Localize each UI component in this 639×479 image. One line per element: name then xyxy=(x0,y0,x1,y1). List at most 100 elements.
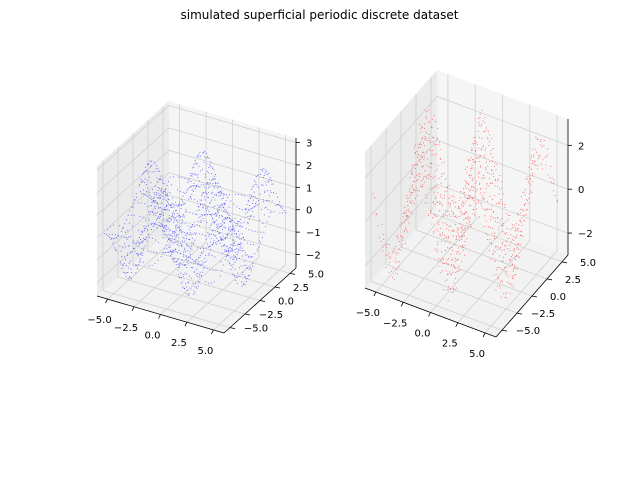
data-point xyxy=(381,224,383,226)
data-point xyxy=(157,193,159,195)
grid-line-y xyxy=(415,93,548,280)
data-point xyxy=(217,227,219,230)
data-point xyxy=(205,254,207,256)
data-point xyxy=(523,204,526,207)
data-point xyxy=(499,175,501,177)
data-point xyxy=(504,266,506,268)
data-point xyxy=(164,230,166,233)
data-point xyxy=(231,248,233,250)
data-point xyxy=(262,177,265,179)
data-point xyxy=(535,136,537,138)
data-point xyxy=(410,211,412,213)
y-tick-label: −5.0 xyxy=(244,324,268,335)
data-point xyxy=(263,174,265,176)
grid-line-x xyxy=(375,74,449,293)
data-point xyxy=(451,200,453,202)
data-point xyxy=(493,165,496,167)
data-point xyxy=(244,252,247,254)
data-point xyxy=(264,172,266,174)
data-point xyxy=(238,234,240,236)
data-point xyxy=(157,189,159,191)
data-point xyxy=(457,258,459,261)
data-point xyxy=(170,216,173,218)
data-point xyxy=(246,242,248,244)
data-point xyxy=(173,241,175,243)
data-point xyxy=(501,260,503,262)
data-point xyxy=(137,255,139,257)
y-tick xyxy=(501,329,508,332)
data-point xyxy=(151,198,153,201)
data-point xyxy=(211,166,213,168)
data-point xyxy=(186,232,189,234)
data-point xyxy=(466,166,468,168)
data-point xyxy=(215,184,217,187)
data-point xyxy=(147,187,149,189)
data-point xyxy=(434,248,436,250)
data-point xyxy=(212,221,214,223)
data-point xyxy=(417,189,419,191)
data-point xyxy=(242,226,244,228)
data-point xyxy=(463,195,465,197)
data-point xyxy=(524,220,526,222)
data-point xyxy=(530,178,532,180)
data-point xyxy=(142,261,144,263)
data-point xyxy=(413,189,415,191)
data-point xyxy=(212,213,214,215)
data-point xyxy=(235,232,237,234)
data-point xyxy=(405,209,407,211)
data-point xyxy=(505,253,507,255)
data-point xyxy=(490,153,492,155)
data-point xyxy=(452,271,454,273)
data-point xyxy=(209,268,211,271)
data-point xyxy=(139,258,141,260)
data-point xyxy=(213,239,215,241)
data-point xyxy=(235,223,237,225)
data-point xyxy=(497,180,499,182)
data-point xyxy=(207,232,209,234)
data-point xyxy=(151,171,153,173)
data-point xyxy=(183,251,185,253)
data-point xyxy=(173,251,175,253)
data-point xyxy=(507,214,509,216)
data-point xyxy=(444,210,447,212)
data-point xyxy=(485,167,487,169)
data-point xyxy=(411,192,413,194)
data-point xyxy=(214,205,216,207)
data-point xyxy=(499,255,501,257)
data-point xyxy=(193,199,196,201)
data-point xyxy=(258,240,260,242)
data-point xyxy=(437,164,439,166)
data-point xyxy=(240,249,242,251)
data-point xyxy=(484,121,486,123)
data-point xyxy=(475,191,477,193)
data-point xyxy=(462,188,465,190)
data-point xyxy=(428,166,430,168)
data-point xyxy=(221,224,223,226)
data-point xyxy=(446,247,449,249)
data-point xyxy=(404,206,406,208)
data-point xyxy=(508,238,510,240)
data-point xyxy=(190,185,192,187)
data-point xyxy=(144,203,146,205)
data-point xyxy=(454,288,456,291)
data-point xyxy=(464,197,467,199)
data-point xyxy=(128,245,130,247)
data-point xyxy=(518,230,520,232)
data-point xyxy=(406,195,408,197)
data-point xyxy=(222,228,224,231)
data-point xyxy=(445,236,447,239)
data-point xyxy=(402,213,405,215)
data-point xyxy=(492,211,494,213)
data-point xyxy=(418,176,420,178)
data-point xyxy=(209,245,211,247)
data-point xyxy=(196,287,198,290)
data-point xyxy=(219,232,221,234)
data-point xyxy=(238,267,240,269)
data-point xyxy=(466,171,468,173)
data-point xyxy=(202,152,204,154)
data-point xyxy=(444,234,446,236)
data-point xyxy=(465,200,467,202)
data-point xyxy=(252,199,254,201)
data-point xyxy=(176,216,178,218)
data-point xyxy=(495,246,497,248)
